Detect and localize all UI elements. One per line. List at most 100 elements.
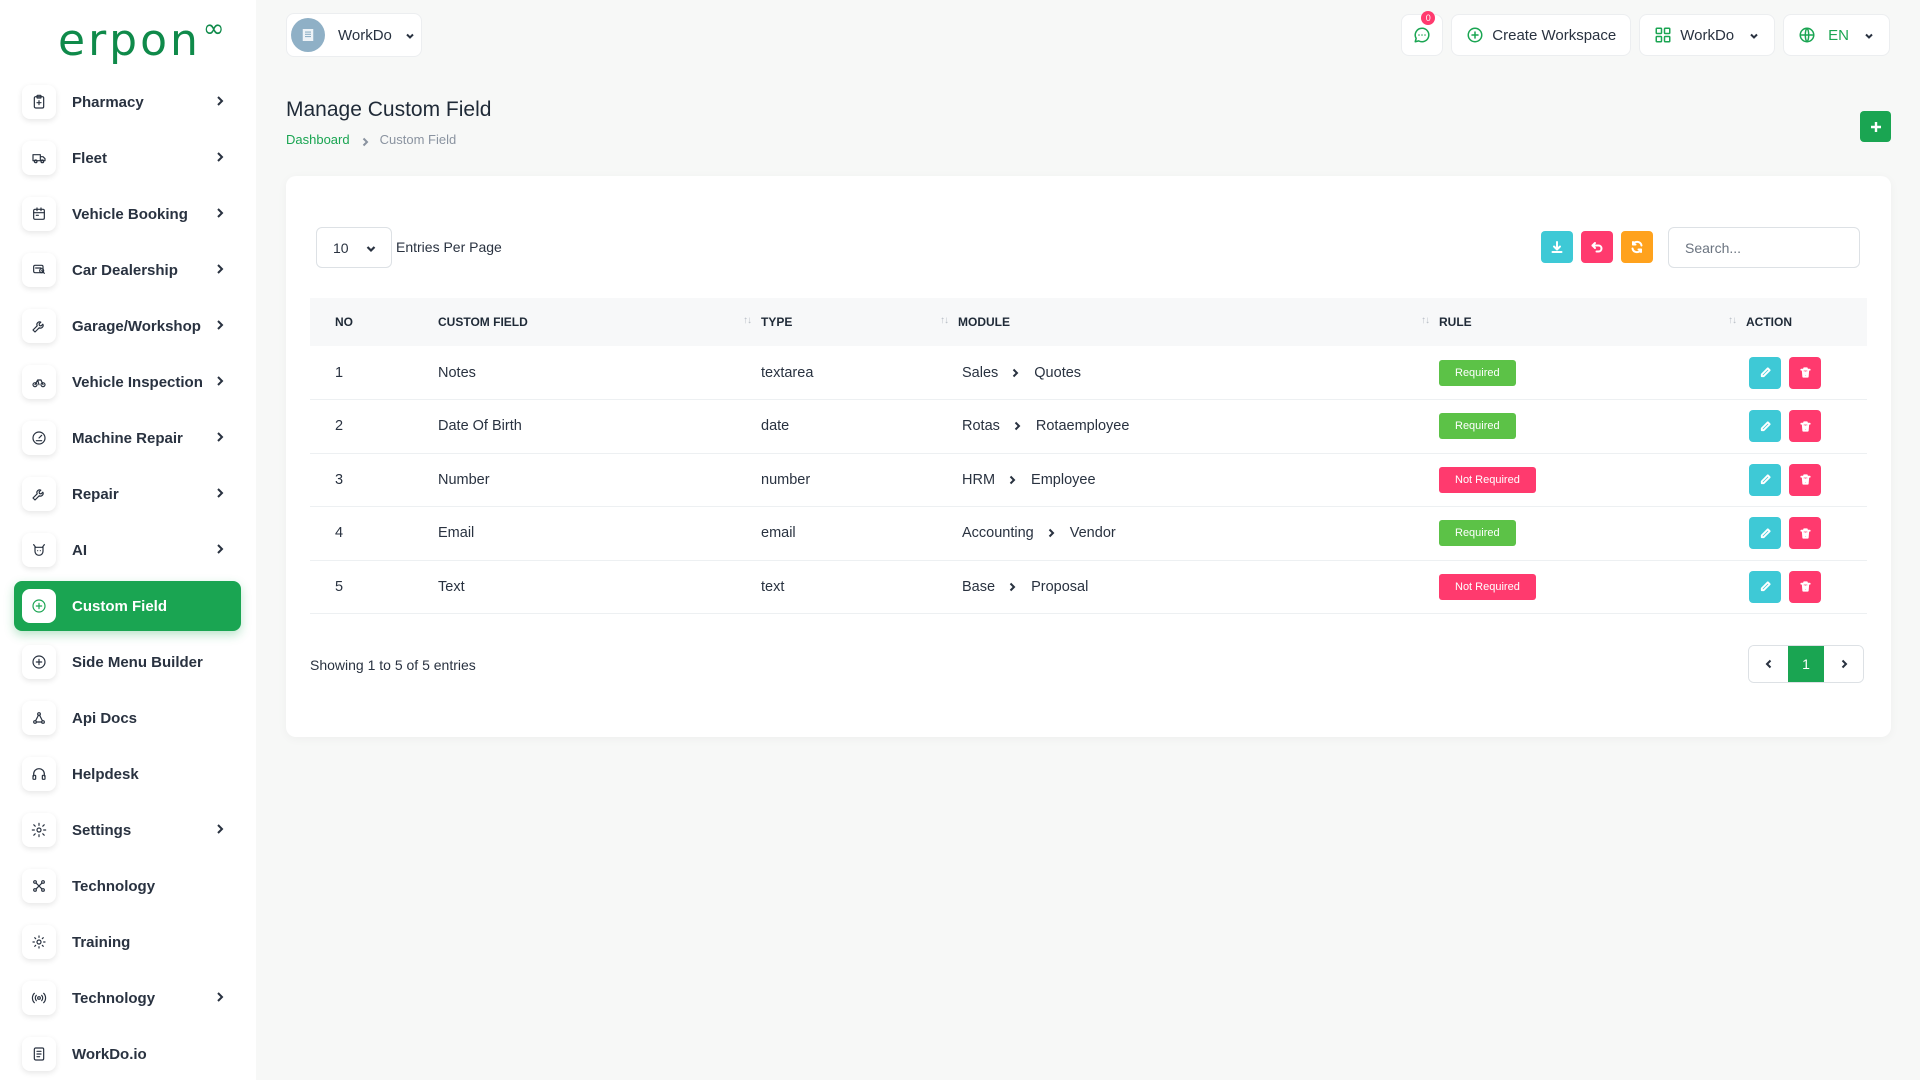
column-header-module[interactable]: Module ↑↓ <box>958 298 1439 346</box>
logo-mark: ∞ <box>202 14 225 44</box>
reload-button[interactable] <box>1621 231 1653 263</box>
calendar-icon <box>22 197 56 231</box>
plus-icon <box>1870 121 1881 132</box>
company-switcher[interactable]: WorkDo <box>1639 14 1776 56</box>
column-header-rule[interactable]: Rule ↑↓ <box>1439 298 1746 346</box>
sidebar-item-label: Garage/Workshop <box>72 317 201 335</box>
sidebar-item-technology[interactable]: Technology <box>14 973 241 1023</box>
chevron-right-icon <box>1841 659 1847 669</box>
sidebar-item-car-dealership[interactable]: Car Dealership <box>14 245 241 295</box>
sort-icon: ↑↓ <box>1728 315 1737 326</box>
sidebar-item-training[interactable]: Training <box>14 917 241 967</box>
chevron-right-icon <box>1007 580 1017 591</box>
create-workspace-button[interactable]: Create Workspace <box>1451 14 1632 56</box>
cell-no: 1 <box>335 364 344 381</box>
delete-button[interactable] <box>1789 410 1821 443</box>
column-header-action: Action <box>1746 298 1867 346</box>
edit-button[interactable] <box>1749 410 1781 443</box>
table-header-row: No Custom Field ↑↓ Type ↑↓ Module ↑↓ Rule ↑↓… <box>310 298 1867 346</box>
submodule-name: Proposal <box>1031 578 1089 595</box>
edit-button[interactable] <box>1749 356 1781 389</box>
cell-no: 5 <box>335 578 344 595</box>
table-row: 2 Date Of Birth date Rotas Rotaemployee Requi… <box>310 400 1867 454</box>
messages-button[interactable]: 0 <box>1401 11 1444 56</box>
column-label: Module <box>958 315 1010 329</box>
sidebar-item-machine-repair[interactable]: Machine Repair <box>14 413 241 463</box>
headphones-icon <box>22 757 56 791</box>
sidebar-item-label: Custom Field <box>72 597 168 615</box>
sort-icon: ↑↓ <box>1421 315 1430 326</box>
cell-no: 3 <box>335 471 344 488</box>
breadcrumb-dashboard-link[interactable]: Dashboard <box>286 132 350 147</box>
sidebar-item-pharmacy[interactable]: Pharmacy <box>14 77 241 127</box>
page-number-button[interactable]: 1 <box>1788 646 1824 682</box>
add-custom-field-button[interactable] <box>1860 111 1891 142</box>
column-label: Rule <box>1439 315 1472 329</box>
showing-entries-text: Showing 1 to 5 of 5 entries <box>310 657 476 673</box>
messages-badge: 0 <box>1421 11 1436 25</box>
sidebar-item-label: AI <box>72 541 87 559</box>
sidebar-item-garage-workshop[interactable]: Garage/Workshop <box>14 301 241 351</box>
globe-icon <box>1799 27 1815 43</box>
search-input[interactable] <box>1668 227 1860 268</box>
refresh-icon <box>1631 240 1643 254</box>
delete-button[interactable] <box>1789 517 1821 550</box>
sidebar-item-label: WorkDo.io <box>72 1045 147 1063</box>
previous-page-button[interactable] <box>1749 646 1788 682</box>
sidebar-item-repair[interactable]: Repair <box>14 469 241 519</box>
entries-per-page-select[interactable]: 10 <box>316 227 392 268</box>
sidebar-item-settings[interactable]: Settings <box>14 805 241 855</box>
rule-badge: Required <box>1439 413 1516 440</box>
sidebar-menu: Pharmacy Fleet Vehicle Booking Car Dealersh… <box>14 77 241 1080</box>
chevron-left-icon <box>1765 659 1771 669</box>
rule-badge: Not Required <box>1439 573 1536 600</box>
column-header-no[interactable]: No <box>310 298 438 346</box>
sidebar-item-ai[interactable]: AI <box>14 525 241 575</box>
sidebar-item-fleet[interactable]: Fleet <box>14 133 241 183</box>
column-header-type[interactable]: Type ↑↓ <box>761 298 958 346</box>
rule-badge: Required <box>1439 359 1516 386</box>
sidebar-item-api-docs[interactable]: Api Docs <box>14 693 241 743</box>
edit-button[interactable] <box>1749 517 1781 550</box>
sidebar-item-helpdesk[interactable]: Helpdesk <box>14 749 241 799</box>
cell-action <box>1746 346 1867 400</box>
export-button[interactable] <box>1541 231 1573 263</box>
sidebar-item-label: Api Docs <box>72 709 138 727</box>
sidebar-item-vehicle-inspection[interactable]: Vehicle Inspection <box>14 357 241 407</box>
brand-logo[interactable]: erpon∞ <box>58 14 225 66</box>
sidebar-item-label: Training <box>72 933 131 951</box>
delete-button[interactable] <box>1789 463 1821 496</box>
sidebar-item-side-menu-builder[interactable]: Side Menu Builder <box>14 637 241 687</box>
chevron-right-icon <box>360 135 370 146</box>
cell-custom-field: Email <box>438 525 475 542</box>
sidebar-item-vehicle-booking[interactable]: Vehicle Booking <box>14 189 241 239</box>
language-switcher[interactable]: EN <box>1783 14 1890 56</box>
edit-button[interactable] <box>1749 570 1781 603</box>
cell-rule: Required <box>1439 400 1746 454</box>
workspace-switcher[interactable]: WorkDo <box>286 13 422 57</box>
module-name: Accounting <box>962 525 1034 542</box>
reset-button[interactable] <box>1581 231 1613 263</box>
chevron-right-icon <box>213 822 227 836</box>
chevron-right-icon <box>1010 366 1020 377</box>
sidebar-item-label: Helpdesk <box>72 765 139 783</box>
edit-button[interactable] <box>1749 463 1781 496</box>
module-name: Base <box>962 578 996 595</box>
wrench-icon <box>22 309 56 343</box>
chevron-right-icon <box>213 206 227 220</box>
sidebar-item-technology[interactable]: Technology <box>14 861 241 911</box>
delete-button[interactable] <box>1789 570 1821 603</box>
trash-icon <box>1799 528 1811 539</box>
sidebar-item-custom-field[interactable]: Custom Field <box>14 581 241 631</box>
chevron-right-icon <box>213 374 227 388</box>
sidebar-item-workdo-io[interactable]: WorkDo.io <box>14 1029 241 1079</box>
cell-module: Sales Quotes <box>958 346 1439 400</box>
next-page-button[interactable] <box>1824 646 1863 682</box>
column-header-custom-field[interactable]: Custom Field ↑↓ <box>438 298 761 346</box>
delete-button[interactable] <box>1789 356 1821 389</box>
breadcrumb-current: Custom Field <box>379 132 457 147</box>
network-icon <box>22 869 56 903</box>
page-title: Manage Custom Field <box>286 98 492 121</box>
chevron-right-icon <box>213 318 227 332</box>
sidebar-item-label: Pharmacy <box>72 93 144 111</box>
